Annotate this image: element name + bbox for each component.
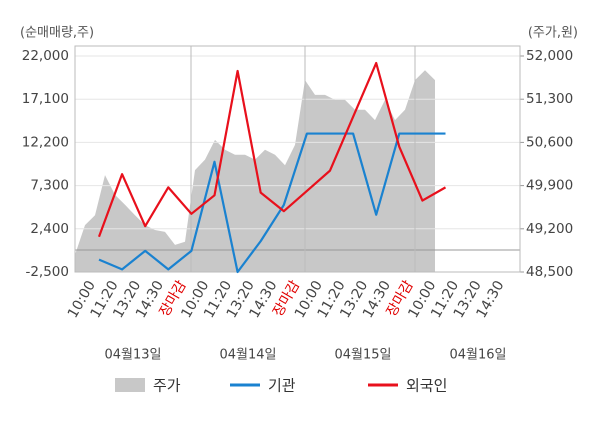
y2-tick-label: 49,900 bbox=[526, 178, 573, 194]
price-area bbox=[75, 70, 435, 273]
plot-frame bbox=[74, 45, 521, 273]
legend-label: 주가 bbox=[153, 377, 181, 395]
legend-swatch bbox=[115, 378, 145, 392]
legend-label: 외국인 bbox=[406, 377, 447, 395]
series-line bbox=[97, 61, 447, 238]
date-label: 04월13일 bbox=[104, 348, 161, 363]
y-tick-label: 22,000 bbox=[22, 48, 69, 64]
y2-tick-label: 51,300 bbox=[526, 91, 573, 107]
y-tick-label: 7,300 bbox=[30, 178, 69, 194]
y2-tick-label: 50,600 bbox=[526, 134, 573, 150]
date-label: 04월15일 bbox=[334, 348, 391, 363]
y-tick-label: 2,400 bbox=[30, 221, 69, 237]
left-axis-label: (순매매량,주) bbox=[20, 26, 94, 41]
date-label: 04월14일 bbox=[219, 348, 276, 363]
right-axis-label: (주가,원) bbox=[528, 26, 578, 41]
y-tick-label: -2,500 bbox=[25, 264, 69, 280]
y2-tick-label: 48,500 bbox=[526, 264, 573, 280]
y-tick-label: 12,200 bbox=[22, 134, 69, 150]
y2-tick-label: 52,000 bbox=[526, 48, 573, 64]
date-label: 04월16일 bbox=[449, 348, 506, 363]
legend-label: 기관 bbox=[268, 377, 296, 395]
series-line bbox=[98, 132, 446, 274]
y-tick-label: 17,100 bbox=[22, 91, 69, 107]
y2-tick-label: 49,200 bbox=[526, 221, 573, 237]
